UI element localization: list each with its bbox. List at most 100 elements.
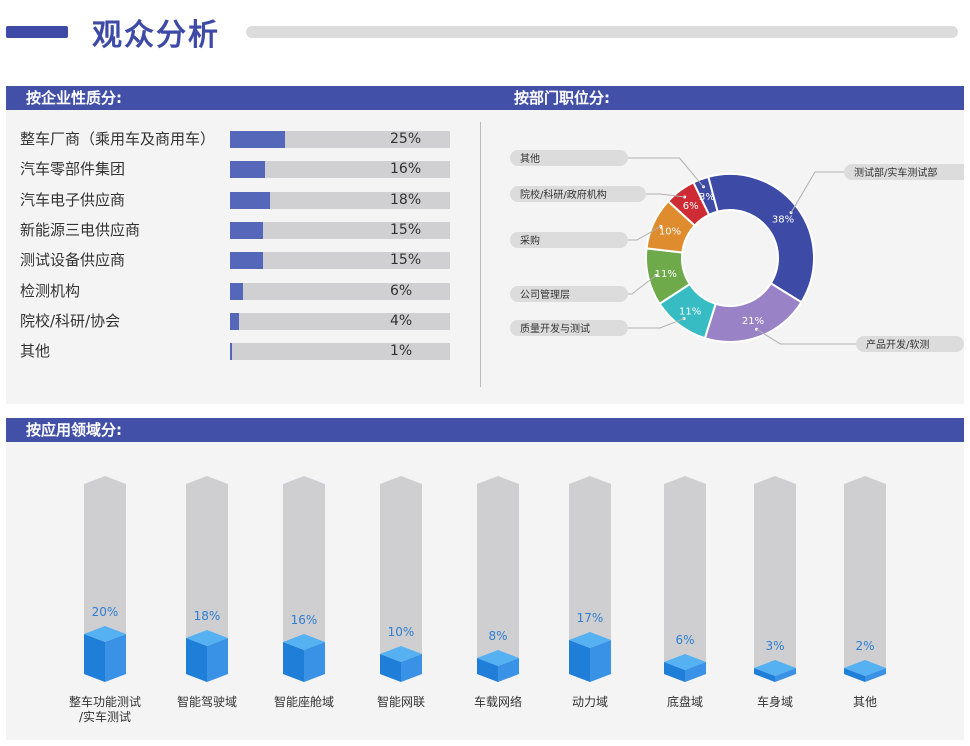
leader-line — [646, 193, 685, 198]
column-group: 10% 智能网联 — [377, 476, 425, 709]
slice-category-label: 其他 — [520, 152, 540, 165]
leader-line — [628, 157, 704, 188]
slice-label-pill — [510, 150, 628, 166]
bar — [230, 282, 244, 300]
column-track — [569, 476, 611, 682]
bar — [230, 191, 270, 209]
bar-value-label: 4% — [390, 312, 413, 329]
column-value-label: 2% — [855, 639, 874, 653]
column-track — [664, 476, 706, 682]
column-group: 6% 底盘域 — [664, 476, 706, 709]
column-bar-top — [380, 646, 422, 662]
column-group: 18% 智能驾驶域 — [177, 476, 237, 709]
column-value-label: 6% — [675, 633, 694, 647]
column-bar-side — [590, 640, 611, 682]
column-bar-top — [84, 626, 126, 642]
slice-category-label: 院校/科研/政府机构 — [520, 188, 607, 201]
column-value-label: 8% — [488, 629, 507, 643]
slice-value-label: 38% — [772, 215, 794, 226]
column-bar — [84, 634, 105, 682]
slice-category-label: 质量开发与测试 — [520, 322, 590, 335]
column-category-label: 智能网联 — [377, 694, 425, 709]
column-bar — [380, 654, 401, 682]
bar-value-label: 1% — [390, 343, 413, 360]
bar-track — [230, 191, 450, 209]
bar-track — [230, 252, 450, 270]
column-bar-side — [304, 642, 325, 682]
column-bar-top — [844, 660, 886, 676]
column-track — [283, 476, 325, 682]
bar-track — [230, 131, 450, 148]
bar — [230, 252, 263, 270]
column-group: 8% 车载网络 — [474, 476, 522, 709]
column-category-label: 底盘域 — [667, 694, 703, 709]
bar-category-label: 汽车电子供应商 — [20, 190, 126, 209]
column-value-label: 18% — [194, 609, 221, 623]
slice-label-pill — [856, 336, 964, 352]
leader-line — [628, 318, 685, 329]
column-bar-top — [186, 630, 228, 646]
column-category-label: 车载网络 — [474, 694, 522, 709]
column-bar-side — [105, 634, 126, 682]
bar-category-label: 新能源三电供应商 — [20, 220, 141, 239]
slice-value-label: 6% — [683, 201, 699, 212]
column-track — [754, 476, 796, 682]
column-category-label: 智能座舱域 — [274, 694, 334, 709]
leader-line — [756, 328, 856, 345]
column-category-label: 其他 — [853, 695, 877, 709]
bar-track — [230, 161, 450, 179]
slice-value-label: 21% — [742, 316, 764, 327]
column-bar-top — [754, 660, 796, 676]
leader-line — [790, 171, 844, 213]
column-bar — [664, 662, 685, 682]
bar — [230, 131, 285, 148]
bar-value-label: 15% — [390, 221, 422, 238]
bar-category-label: 检测机构 — [20, 281, 81, 300]
slice-category-label: 公司管理层 — [520, 288, 570, 301]
slice-value-label: 10% — [659, 227, 681, 238]
column-bar-side — [775, 668, 796, 682]
bar — [230, 343, 233, 361]
slice-value-label: 3% — [699, 192, 715, 203]
column-category-label: /实车测试 — [79, 709, 131, 724]
bar-category-label: 院校/科研/协会 — [20, 311, 121, 330]
column-group: 2% 其他 — [844, 476, 886, 709]
column-category-label: 车身域 — [757, 694, 793, 709]
column-bar-top — [569, 632, 611, 648]
bar-category-label: 整车厂商（乘用车及商用车） — [20, 130, 216, 148]
column-bar-side — [401, 654, 422, 682]
slice-category-label: 测试部/实车测试部 — [854, 166, 937, 179]
bar-value-label: 25% — [390, 131, 422, 147]
section-header-domain: 按应用领域分: — [6, 418, 964, 442]
bar-value-label: 16% — [390, 161, 422, 178]
bar — [230, 312, 239, 330]
column-bar — [754, 668, 775, 682]
column-value-label: 10% — [388, 625, 415, 639]
page-title: 观众分析 — [92, 18, 220, 53]
bar — [230, 161, 266, 179]
column-value-label: 17% — [577, 611, 604, 625]
slice-value-label: 11% — [679, 307, 701, 318]
slice-category-label: 采购 — [520, 234, 540, 247]
bar-category-label: 其他 — [20, 342, 51, 361]
title-underline — [246, 26, 958, 38]
column-group: 3% 车身域 — [754, 476, 796, 709]
panel-divider — [480, 122, 481, 387]
column-bar — [186, 638, 207, 682]
bar-track — [230, 312, 450, 330]
section-header-dept: 按部门职位分: — [514, 89, 610, 107]
slice-category-label: 产品开发/软测 — [866, 338, 929, 351]
domain-column-chart: 20% 整车功能测试/实车测试 18% 智能驾驶域 16% 智能座舱域 10% 智能网联 8% 车… — [69, 476, 886, 724]
column-group: 16% 智能座舱域 — [274, 476, 334, 709]
column-category-label: 智能驾驶域 — [177, 694, 237, 709]
slice-label-pill — [510, 186, 646, 202]
column-category-label: 动力域 — [572, 695, 608, 709]
bar-track — [230, 221, 450, 239]
bar-value-label: 15% — [390, 252, 422, 269]
bar-track — [230, 282, 450, 300]
column-group: 20% 整车功能测试/实车测试 — [69, 476, 141, 724]
leader-line — [628, 274, 657, 295]
column-bar-top — [664, 654, 706, 670]
leader-line — [628, 225, 662, 241]
column-bar-top — [477, 650, 519, 666]
